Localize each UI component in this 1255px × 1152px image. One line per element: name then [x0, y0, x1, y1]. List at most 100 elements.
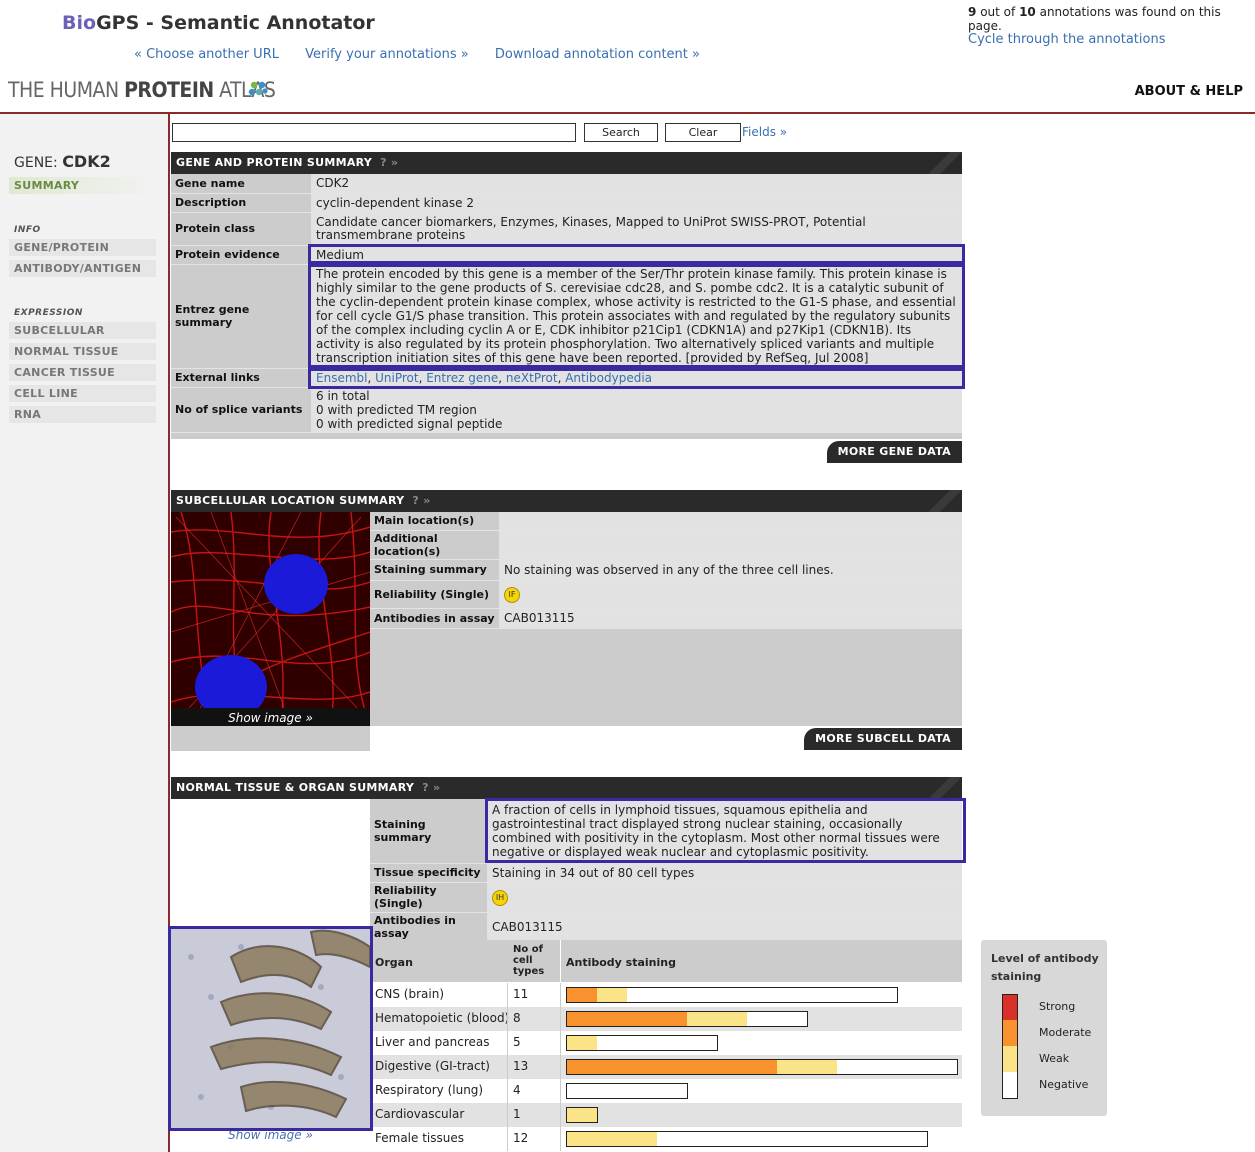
field-label: Antibodies in assay	[370, 608, 499, 629]
organ-column-header: Organ	[375, 956, 413, 969]
tissue-image-graphic	[171, 927, 371, 1129]
column-divider	[507, 1079, 508, 1103]
nav-subcellular-location[interactable]: SUBCELLULAR LOCATION	[9, 322, 156, 354]
protein-evidence-value: Medium	[311, 245, 962, 265]
organ-cell-type-count: 8	[513, 1011, 521, 1025]
help-link[interactable]: ? »	[412, 494, 431, 507]
staining-bar[interactable]	[566, 1083, 688, 1099]
gene-protein-summary-panel: GENE AND PROTEIN SUMMARY? » Gene name CDK…	[171, 152, 962, 463]
gene-info-table: Gene name CDK2 Description cyclin-dependen…	[171, 174, 962, 433]
nav-expression-heading: EXPRESSION	[14, 308, 83, 318]
reliability-ih-badge[interactable]: IH	[492, 889, 508, 906]
verify-annotations-link[interactable]: Verify your annotations »	[305, 47, 469, 62]
entrez-gene-link[interactable]: Entrez gene	[426, 370, 499, 385]
cell-image[interactable]: Show image »	[171, 512, 370, 726]
splice-variants-value: 6 in total 0 with predicted TM region 0 wi…	[311, 387, 962, 433]
column-divider	[560, 1103, 561, 1127]
column-divider	[560, 983, 561, 1007]
staining-bar-cell	[560, 1031, 962, 1055]
staining-bar[interactable]	[566, 1011, 808, 1027]
weak-label: Weak	[1039, 1052, 1070, 1065]
antibodypedia-link[interactable]: Antibodypedia	[565, 370, 653, 385]
organ-row[interactable]: Liver and pancreas 5	[370, 1031, 962, 1055]
strong-swatch	[1002, 994, 1018, 1021]
organ-row[interactable]: CNS (brain) 11	[370, 983, 962, 1007]
strong-label: Strong	[1039, 1000, 1076, 1013]
organ-name: Cardiovascular	[375, 1107, 465, 1121]
field-label: Protein evidence	[171, 245, 311, 265]
column-divider	[507, 1031, 508, 1055]
nav-cancer-tissue[interactable]: CANCER TISSUE	[9, 364, 156, 381]
help-link[interactable]: ? »	[422, 781, 441, 794]
antibodies-value: CAB013115	[499, 608, 962, 629]
field-label: Staining summary	[370, 559, 499, 581]
show-image-link[interactable]: Show image »	[228, 711, 313, 725]
organ-row[interactable]: Digestive (GI-tract) 13	[370, 1055, 962, 1079]
column-divider	[507, 1007, 508, 1031]
moderate-swatch	[1002, 1020, 1018, 1046]
column-divider	[507, 1055, 508, 1079]
field-label: Protein class	[171, 212, 311, 246]
hpa-logo[interactable]: THE HUMAN PROTEIN ATLAS	[8, 78, 276, 102]
negative-swatch	[1002, 1072, 1018, 1099]
nav-gene-protein[interactable]: GENE/PROTEIN	[9, 239, 156, 256]
weak-staining-segment	[597, 988, 627, 1002]
cell-image-graphic	[171, 512, 370, 726]
site-header: THE HUMAN PROTEIN ATLAS ABOUT & HELP	[0, 72, 1255, 114]
nav-info-heading: INFO	[14, 225, 41, 235]
show-image-link[interactable]: Show image »	[228, 1128, 313, 1142]
choose-url-link[interactable]: « Choose another URL	[134, 47, 279, 62]
staining-bar[interactable]	[566, 1107, 598, 1123]
search-button[interactable]: Search	[584, 123, 658, 142]
ensembl-link[interactable]: Ensembl	[316, 370, 368, 385]
nav-cell-line[interactable]: CELL LINE	[9, 385, 156, 402]
fields-link[interactable]: Fields »	[742, 125, 788, 139]
organ-row[interactable]: Cardiovascular 1	[370, 1103, 962, 1127]
organ-row[interactable]: Female tissues 12	[370, 1127, 962, 1151]
cycle-annotations-link[interactable]: Cycle through the annotations	[968, 32, 1166, 47]
entrez-summary-value: The protein encoded by this gene is a me…	[311, 264, 962, 369]
more-gene-data-button[interactable]: MORE GENE DATA	[826, 441, 962, 463]
staining-legend: Level of antibody staining Strong Moderate…	[981, 940, 1107, 1116]
normal-tissue-panel: NORMAL TISSUE & ORGAN SUMMARY? » Show im…	[171, 777, 962, 1152]
download-annotations-link[interactable]: Download annotation content »	[494, 47, 700, 62]
about-help-link[interactable]: ABOUT & HELP	[1134, 84, 1243, 99]
organ-row[interactable]: Hematopoietic (blood) 8	[370, 1007, 962, 1031]
staining-bar[interactable]	[566, 1035, 718, 1051]
more-subcell-data-button[interactable]: MORE SUBCELL DATA	[804, 728, 962, 750]
tissue-image[interactable]: Show image »	[171, 927, 371, 1152]
nav-antibody-antigen[interactable]: ANTIBODY/ANTIGEN	[9, 260, 156, 277]
weak-staining-segment	[567, 1108, 597, 1122]
nav-summary[interactable]: SUMMARY	[9, 177, 156, 194]
organ-cell-type-count: 4	[513, 1083, 521, 1097]
annotation-count: 9 out of 10 annotations was found on thi…	[968, 5, 1221, 33]
staining-bar[interactable]	[566, 987, 898, 1003]
moderate-staining-segment	[567, 1060, 777, 1074]
column-divider	[560, 1127, 561, 1151]
organ-row[interactable]: Respiratory (lung) 4	[370, 1079, 962, 1103]
negative-label: Negative	[1039, 1078, 1089, 1091]
help-link[interactable]: ? »	[380, 156, 399, 169]
organ-name: CNS (brain)	[375, 987, 444, 1001]
staining-bar[interactable]	[566, 1131, 928, 1147]
nav-rna[interactable]: RNA	[9, 406, 156, 423]
reliability-if-badge[interactable]: IF	[504, 586, 520, 603]
organ-name: Digestive (GI-tract)	[375, 1059, 490, 1073]
field-label: Staining summary	[370, 799, 487, 864]
panel-header: GENE AND PROTEIN SUMMARY? »	[171, 152, 962, 174]
nextprot-link[interactable]: neXtProt	[505, 370, 558, 385]
staining-bar[interactable]	[566, 1059, 958, 1075]
staining-summary-value: No staining was observed in any of the t…	[499, 559, 962, 581]
moderate-staining-segment	[567, 988, 597, 1002]
staining-bar-cell	[560, 1055, 962, 1079]
field-label: Additional location(s)	[370, 530, 499, 560]
staining-bar-cell	[560, 1007, 962, 1031]
search-input[interactable]	[172, 123, 576, 142]
field-label: No of splice variants	[171, 387, 311, 433]
clear-button[interactable]: Clear	[665, 123, 741, 142]
nav-normal-tissue[interactable]: NORMAL TISSUE	[9, 343, 156, 360]
subcellular-location-panel: SUBCELLULAR LOCATION SUMMARY? » Show ima…	[171, 490, 962, 751]
logo-dots-icon	[248, 81, 268, 96]
uniprot-link[interactable]: UniProt	[375, 370, 419, 385]
annotator-links: « Choose another URL Verify your annotat…	[134, 47, 722, 62]
